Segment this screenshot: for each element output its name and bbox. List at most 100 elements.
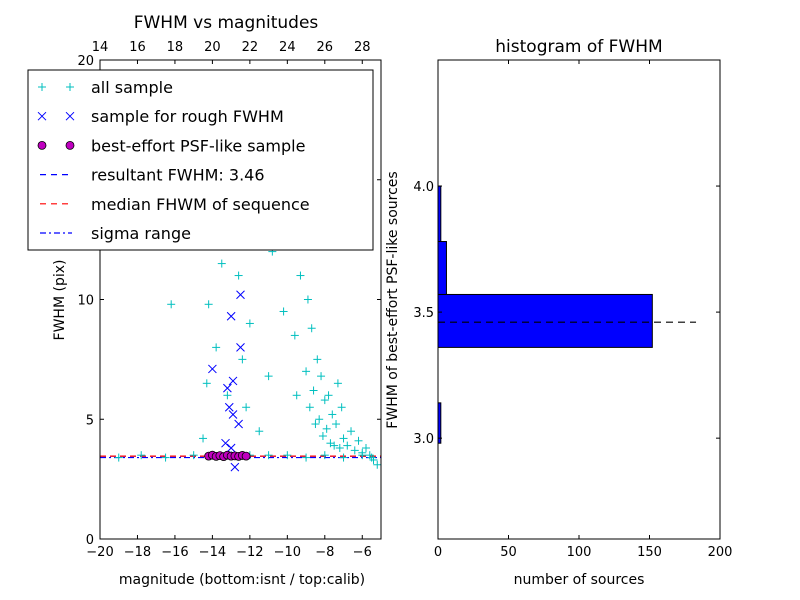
data-point [305, 403, 314, 412]
data-point [236, 343, 245, 352]
top-x-tick-label: 22 [242, 40, 259, 55]
legend-entry: sample for rough FWHM [37, 107, 284, 126]
y-tick-label: 5 [86, 413, 94, 428]
data-point [234, 271, 243, 280]
marker-d2 [224, 402, 234, 412]
top-x-tick-label: 26 [317, 40, 334, 55]
histogram-bar [437, 293, 653, 348]
legend: all sample sample for rough FWHM best-effo… [27, 69, 374, 251]
data-point [212, 343, 221, 352]
marker-d2 [65, 111, 75, 121]
legend-marker [65, 111, 75, 121]
legend-marker [37, 111, 47, 121]
data-point [279, 307, 288, 316]
data-point [208, 364, 217, 374]
x-tick-label: −20 [86, 545, 113, 560]
scatter-ylabel: FWHM (pix) [52, 260, 68, 341]
y-tick-label: 3.0 [413, 432, 434, 447]
data-point [302, 453, 311, 462]
data-point [167, 300, 176, 309]
x-tick-label: 50 [500, 545, 517, 560]
x-tick-label: −18 [124, 545, 151, 560]
legend-label: best-effort PSF-like sample [91, 136, 305, 155]
data-point [264, 451, 273, 460]
data-point [226, 443, 236, 453]
data-point [367, 453, 376, 462]
marker-d2 [226, 311, 236, 321]
legend-marker [66, 83, 74, 91]
data-point [320, 396, 329, 405]
data-point [347, 427, 356, 436]
data-point [332, 420, 341, 429]
data-point [202, 379, 211, 388]
data-point [330, 441, 339, 450]
data-point [333, 379, 342, 388]
histogram-ylabel: FWHM of best-effort PSF-like sources [385, 171, 401, 428]
data-point [358, 451, 367, 460]
data-point [315, 415, 324, 424]
scatter-xlabel: magnitude (bottom:isnt / top:calib) [119, 572, 365, 588]
legend-marker [37, 140, 47, 150]
data-point [354, 436, 363, 445]
data-point [234, 419, 243, 429]
data-point [238, 355, 247, 364]
x-tick-label: 100 [567, 545, 592, 560]
data-point [296, 271, 305, 280]
data-point [343, 441, 352, 450]
data-point [228, 376, 238, 386]
marker-d2 [221, 438, 230, 448]
data-point [161, 453, 170, 462]
data-point [241, 451, 251, 461]
data-point [322, 424, 331, 433]
data-point [309, 386, 318, 395]
data-point [317, 372, 326, 381]
top-x-tick-label: 28 [354, 40, 371, 55]
data-point [362, 443, 371, 452]
legend-label: median FHWM of sequence [91, 195, 310, 214]
data-point [242, 403, 251, 412]
legend-label: sample for rough FWHM [91, 107, 284, 126]
data-point [204, 300, 213, 309]
data-point [223, 391, 232, 400]
legend-box [27, 69, 374, 251]
data-point [302, 367, 311, 376]
legend-entry: resultant FWHM: 3.46 [40, 166, 265, 185]
scatter-panel: FWHM vs magnitudes −20 −18 −16 −14 −12 −10 −8−… [52, 13, 382, 588]
legend-marker [65, 140, 75, 150]
top-x-tick-label: 20 [204, 40, 221, 55]
marker-d2 [223, 383, 232, 393]
x-tick-label: −16 [161, 545, 188, 560]
x-tick-label: −10 [274, 545, 301, 560]
marker-d2 [37, 111, 47, 121]
data-point [114, 453, 123, 462]
x-tick-label: −14 [199, 545, 226, 560]
data-point [226, 311, 236, 321]
top-x-tick-label: 18 [167, 40, 184, 55]
scatter-plot-area: −20 −18 −16 −14 −12 −10 −8 −6 14 16 18 20 22 24 26 28 0 5… [77, 40, 382, 560]
data-point [264, 372, 273, 381]
data-point [230, 462, 240, 472]
histogram-plot-area: 0 50 100 150 200 3.0 3.5 4.0 [413, 59, 733, 560]
marker-d2 [228, 410, 238, 419]
top-x-tick-label: 16 [129, 40, 146, 55]
legend-entry: all sample [38, 78, 173, 97]
legend-entry: best-effort PSF-like sample [37, 136, 305, 155]
data-point [199, 434, 208, 443]
legend-label: resultant FWHM: 3.46 [91, 166, 265, 185]
scatter-title: FWHM vs magnitudes [134, 13, 319, 33]
data-point [350, 446, 359, 455]
x-tick-label: 0 [434, 545, 442, 560]
data-point [313, 355, 322, 364]
marker-d2 [226, 443, 236, 453]
data-point [318, 432, 327, 441]
data-point [217, 259, 226, 268]
data-point [311, 420, 320, 429]
top-x-tick-label: 14 [92, 40, 109, 55]
x-tick-label: 200 [708, 545, 733, 560]
x-tick-label: 150 [637, 545, 662, 560]
data-point [328, 410, 337, 419]
data-point [228, 410, 238, 419]
marker-d2 [230, 462, 240, 472]
data-point [335, 443, 344, 452]
